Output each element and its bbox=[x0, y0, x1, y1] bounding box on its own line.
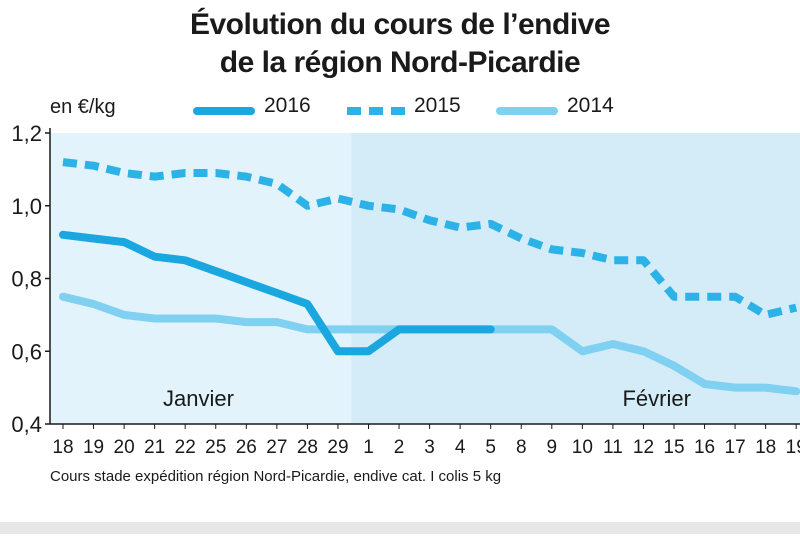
x-tick-label: 16 bbox=[694, 437, 715, 458]
x-tick-label: 9 bbox=[547, 437, 558, 458]
plot-background-fevrier bbox=[351, 133, 800, 424]
x-tick-label: 19 bbox=[83, 437, 104, 458]
legend-swatch-2014 bbox=[496, 107, 558, 115]
x-tick-label: 18 bbox=[755, 437, 776, 458]
legend-label-2014: 2014 bbox=[567, 94, 614, 117]
x-tick-label: 1 bbox=[363, 437, 374, 458]
x-tick-label: 25 bbox=[205, 437, 226, 458]
x-tick-label: 26 bbox=[236, 437, 257, 458]
x-tick-label: 12 bbox=[633, 437, 654, 458]
series-line-2015 bbox=[62, 158, 798, 319]
x-tick-label: 19 bbox=[786, 437, 800, 458]
y-tick-label: 1,2 bbox=[11, 121, 42, 146]
legend-swatch-2015 bbox=[347, 107, 405, 115]
x-tick-label: 10 bbox=[572, 437, 593, 458]
chart-title-line1: Évolution du cours de l’endive bbox=[189, 8, 611, 41]
x-tick-label: 2 bbox=[394, 437, 405, 458]
month-label: Février bbox=[622, 386, 690, 411]
x-tick-label: 22 bbox=[175, 437, 196, 458]
chart-title: Évolution du cours de l’endive de la rég… bbox=[0, 6, 800, 82]
series-line-2016 bbox=[59, 230, 495, 356]
y-axis-unit-label: en €/kg bbox=[50, 96, 116, 118]
y-tick-label: 0,4 bbox=[11, 412, 42, 437]
legend-label-2016: 2016 bbox=[264, 94, 311, 117]
x-tick-label: 3 bbox=[424, 437, 435, 458]
x-tick-label: 8 bbox=[516, 437, 527, 458]
footer-divider bbox=[0, 522, 800, 534]
x-tick-label: 21 bbox=[144, 437, 165, 458]
x-tick-label: 18 bbox=[52, 437, 73, 458]
x-tick-label: 28 bbox=[297, 437, 318, 458]
x-tick-label: 15 bbox=[663, 437, 684, 458]
x-tick-label: 11 bbox=[603, 437, 623, 458]
x-tick-label: 20 bbox=[114, 437, 135, 458]
x-tick-label: 17 bbox=[725, 437, 746, 458]
chart-plot: 0,40,60,81,01,218 19 20 21 22 25 26 27 28 29 1 2 3 4 5… bbox=[11, 121, 800, 458]
legend-label-2015: 2015 bbox=[414, 94, 461, 117]
legend-swatch-2016 bbox=[193, 107, 255, 115]
chart-title-line2: de la région Nord-Picardie bbox=[219, 46, 581, 79]
month-label: Janvier bbox=[163, 386, 234, 411]
plot-background-janvier bbox=[50, 133, 352, 424]
x-tick-label: 4 bbox=[455, 437, 466, 458]
chart-source-note: Cours stade expédition région Nord-Picar… bbox=[50, 468, 502, 485]
y-tick-label: 0,8 bbox=[11, 267, 42, 292]
y-tick-label: 0,6 bbox=[11, 339, 42, 364]
x-tick-label: 27 bbox=[266, 437, 287, 458]
x-tick-label: 5 bbox=[485, 437, 496, 458]
x-tick-label: 29 bbox=[327, 437, 348, 458]
y-tick-label: 1,0 bbox=[11, 194, 42, 219]
